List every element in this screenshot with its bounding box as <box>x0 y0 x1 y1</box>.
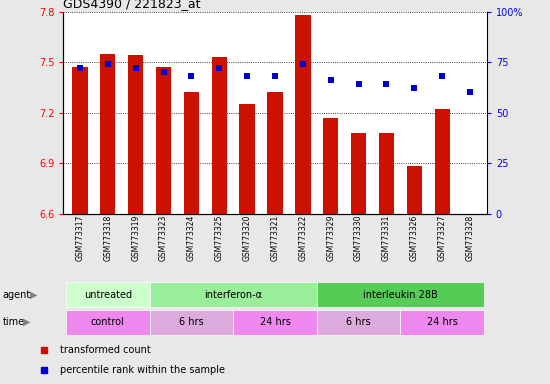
Point <box>466 89 475 95</box>
Bar <box>379 133 394 214</box>
Point <box>382 81 391 87</box>
Text: untreated: untreated <box>84 290 132 300</box>
Bar <box>150 282 317 307</box>
Bar <box>351 133 366 214</box>
Point <box>75 65 84 71</box>
Text: ▶: ▶ <box>23 317 31 327</box>
Bar <box>400 310 484 334</box>
Text: ▶: ▶ <box>30 290 38 300</box>
Point <box>159 69 168 75</box>
Text: 6 hrs: 6 hrs <box>179 317 204 327</box>
Bar <box>100 54 116 214</box>
Bar <box>239 104 255 214</box>
Bar <box>128 55 144 214</box>
Text: GDS4390 / 221823_at: GDS4390 / 221823_at <box>63 0 201 10</box>
Point <box>410 85 419 91</box>
Text: 24 hrs: 24 hrs <box>427 317 458 327</box>
Point <box>326 77 335 83</box>
Point <box>187 73 196 79</box>
Bar <box>72 67 87 214</box>
Bar <box>66 310 150 334</box>
Point <box>438 73 447 79</box>
Point <box>131 65 140 71</box>
Bar <box>184 92 199 214</box>
Bar <box>156 67 171 214</box>
Bar <box>434 109 450 214</box>
Bar <box>66 282 150 307</box>
Point <box>103 61 112 67</box>
Bar <box>212 57 227 214</box>
Bar <box>317 282 484 307</box>
Bar <box>295 15 311 214</box>
Text: interleukin 28B: interleukin 28B <box>363 290 438 300</box>
Point <box>271 73 279 79</box>
Text: agent: agent <box>3 290 31 300</box>
Bar <box>150 310 233 334</box>
Bar <box>233 310 317 334</box>
Text: transformed count: transformed count <box>60 345 151 355</box>
Bar <box>267 92 283 214</box>
Text: control: control <box>91 317 125 327</box>
Text: 6 hrs: 6 hrs <box>346 317 371 327</box>
Point <box>354 81 363 87</box>
Point <box>299 61 307 67</box>
Bar <box>406 166 422 214</box>
Bar <box>323 118 338 214</box>
Point <box>243 73 251 79</box>
Bar <box>317 310 400 334</box>
Point <box>215 65 224 71</box>
Text: time: time <box>3 317 25 327</box>
Text: 24 hrs: 24 hrs <box>260 317 290 327</box>
Text: interferon-α: interferon-α <box>204 290 262 300</box>
Text: percentile rank within the sample: percentile rank within the sample <box>60 365 226 375</box>
